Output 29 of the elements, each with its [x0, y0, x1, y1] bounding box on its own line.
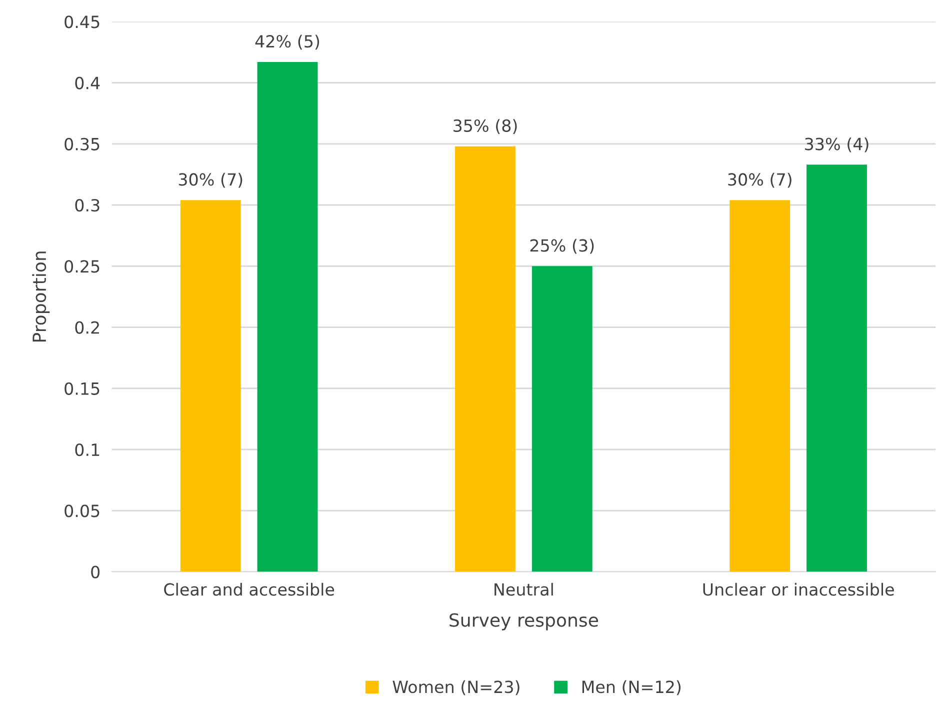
- legend-label: Men (N=12): [582, 680, 681, 696]
- data-label: 33% (4): [805, 137, 868, 152]
- data-label: 30% (7): [728, 172, 792, 188]
- bar: [455, 146, 516, 572]
- y-tick-label: 0.2: [75, 321, 99, 334]
- y-tick-label: 0.15: [64, 382, 100, 395]
- bar: [532, 266, 592, 572]
- data-label: 30% (7): [178, 172, 242, 188]
- y-axis-title: Proportion: [32, 252, 50, 342]
- bar: [257, 62, 318, 572]
- y-tick-label: 0.05: [64, 504, 100, 518]
- y-tick-label: 0.3: [75, 198, 100, 212]
- y-tick-label: 0.4: [75, 76, 100, 90]
- data-label: 35% (8): [454, 119, 517, 134]
- y-tick-label: 0: [91, 566, 100, 578]
- data-label: 25% (3): [530, 238, 594, 254]
- y-tick-label: 0.35: [64, 138, 100, 150]
- x-tick-label: Unclear or inaccessible: [703, 582, 894, 596]
- data-label: 42% (5): [255, 34, 320, 50]
- bar: [730, 200, 790, 572]
- bar: [180, 200, 241, 572]
- legend-label: Women (N=23): [392, 680, 520, 696]
- y-tick-label: 0.1: [75, 443, 100, 456]
- x-tick-label: Neutral: [494, 582, 553, 596]
- y-tick-label: 0.45: [64, 16, 100, 28]
- y-tick-label: 0.25: [64, 260, 100, 273]
- bar: [806, 164, 867, 572]
- x-tick-label: Clear and accessible: [164, 582, 334, 596]
- x-axis-title: Survey response: [450, 613, 598, 630]
